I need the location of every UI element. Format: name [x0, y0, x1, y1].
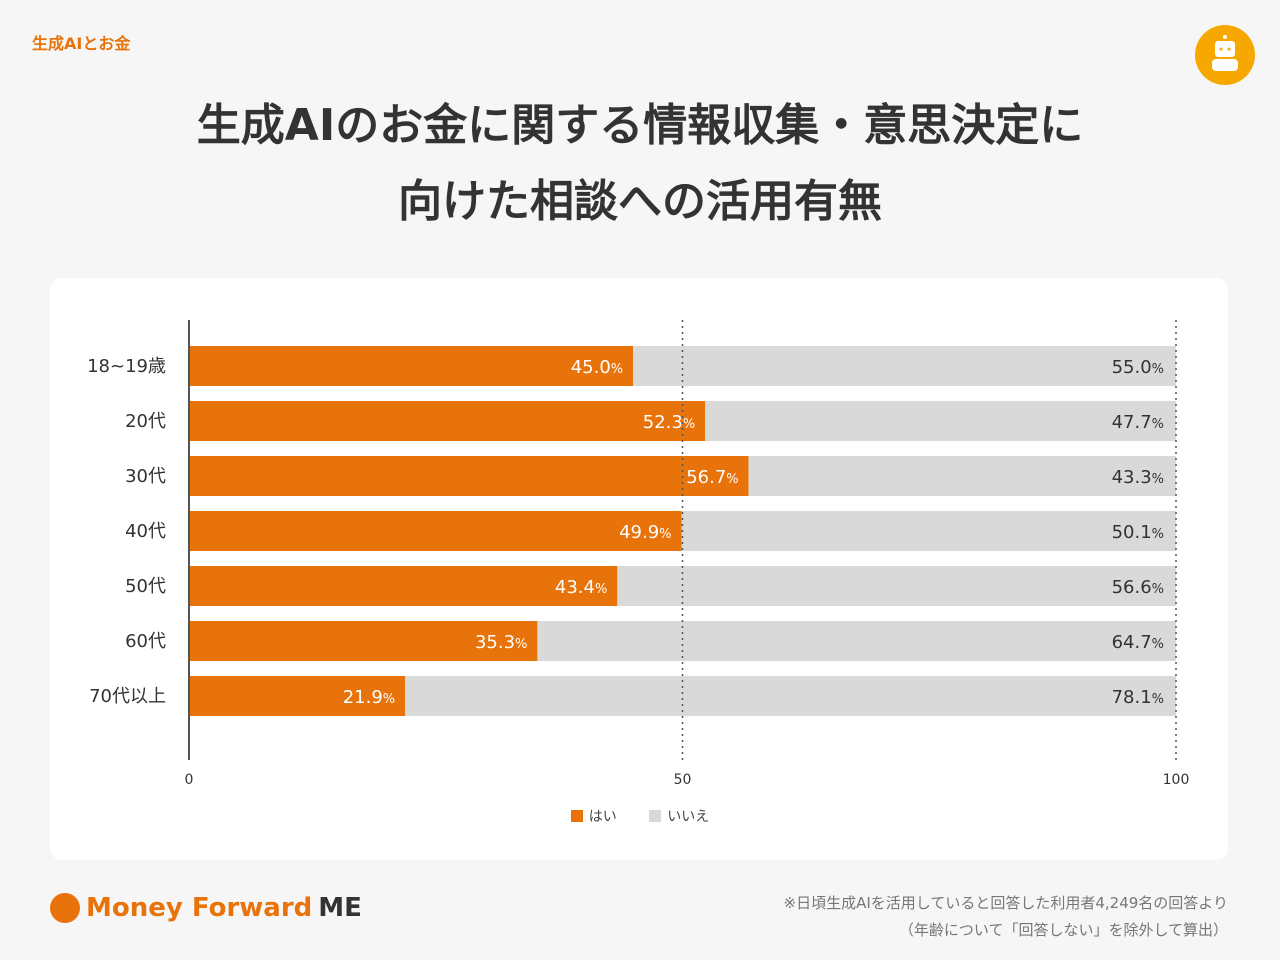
data-label: 55.0%	[1112, 357, 1164, 378]
data-label: 35.3%	[475, 632, 527, 653]
footnote: ※日頃生成AIを活用していると回答した利用者4,249名の回答より （年齢について…	[784, 890, 1228, 944]
bar-yes	[189, 566, 618, 606]
title-line-2: 向けた相談への活用有無	[398, 176, 882, 227]
x-tick-label: 0	[185, 772, 194, 788]
data-label: 56.6%	[1112, 577, 1164, 598]
bar-yes	[189, 456, 749, 496]
category-label: 40代	[125, 521, 166, 542]
robot-icon	[1195, 25, 1255, 85]
title-line-1: 生成AIのお金に関する情報収集・意思決定に	[196, 100, 1084, 151]
category-label: 70代以上	[89, 686, 166, 707]
brand-logo: Money Forward ME	[50, 893, 362, 923]
bar-no	[748, 456, 1176, 496]
data-label: 78.1%	[1112, 687, 1164, 708]
bar-yes	[189, 511, 682, 551]
bar-yes	[189, 621, 538, 661]
legend-label: はい	[588, 809, 617, 825]
note-line-1: ※日頃生成AIを活用していると回答した利用者4,249名の回答より	[783, 894, 1228, 912]
series-label: 生成AIとお金	[32, 34, 131, 53]
bar-no	[633, 346, 1176, 386]
x-tick-label: 100	[1163, 772, 1190, 788]
bar-no	[537, 621, 1176, 661]
x-tick-label: 50	[674, 772, 692, 788]
data-label: 64.7%	[1112, 632, 1164, 653]
bar-no	[405, 676, 1176, 716]
bar-yes	[189, 346, 634, 386]
data-label: 45.0%	[571, 357, 623, 378]
data-label: 50.1%	[1112, 522, 1164, 543]
bar-no	[617, 566, 1176, 606]
bar-yes	[189, 676, 406, 716]
data-label: 21.9%	[343, 687, 395, 708]
data-label: 43.3%	[1112, 467, 1164, 488]
category-label: 30代	[125, 466, 166, 487]
legend-item-no: いいえ	[649, 809, 709, 825]
data-label: 56.7%	[686, 467, 738, 488]
note-line-2: （年齢について「回答しない」を除外して算出）	[898, 921, 1228, 939]
legend-label: いいえ	[667, 809, 710, 825]
data-label: 49.9%	[619, 522, 671, 543]
category-label: 60代	[125, 631, 166, 652]
data-label: 47.7%	[1112, 412, 1164, 433]
category-label: 18~19歳	[87, 356, 166, 377]
logo-mark-icon	[50, 893, 80, 923]
bar-yes	[189, 401, 706, 441]
bar-no	[681, 511, 1176, 551]
legend-item-yes: はい	[570, 809, 617, 825]
category-label: 20代	[125, 411, 166, 432]
data-label: 43.4%	[555, 577, 607, 598]
page-title: 生成AIのお金に関する情報収集・意思決定に 向けた相談への活用有無	[0, 88, 1280, 240]
brand-name: Money Forward	[86, 893, 313, 923]
legend: はい いいえ	[0, 806, 1280, 826]
bar-no	[705, 401, 1176, 441]
brand-suffix: ME	[318, 893, 362, 923]
category-label: 50代	[125, 576, 166, 597]
